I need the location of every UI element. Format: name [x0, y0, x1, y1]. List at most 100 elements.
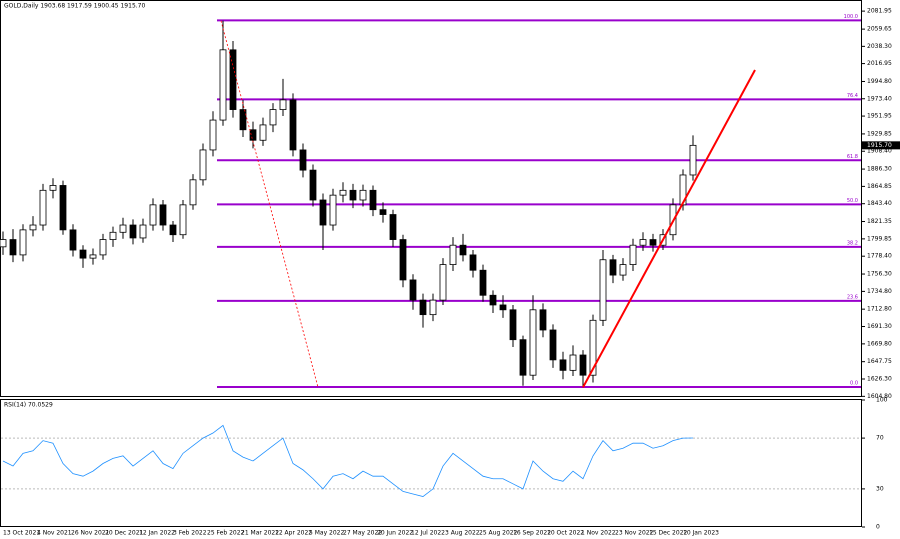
candle-body: [419, 299, 427, 316]
x-tick-label: 3 Feb 2022: [173, 530, 207, 537]
candle-body: [209, 119, 217, 151]
y-tick-label: 1647.75: [867, 358, 892, 365]
y-tick-label: 1973.40: [867, 95, 892, 102]
y-tick-label: 1843.40: [867, 200, 892, 207]
candle-body: [119, 224, 127, 233]
candle-body: [489, 294, 497, 306]
candle-body: [49, 185, 57, 191]
candle-body: [549, 329, 557, 361]
y-tick-label: 1994.80: [867, 78, 892, 85]
fib-label: 23.6: [847, 294, 858, 300]
x-tick-label: 10 Jan 2023: [683, 530, 719, 537]
x-tick-label: 26 Nov 2021: [71, 530, 110, 537]
x-tick-label: 12 Apr 2022: [275, 530, 312, 537]
candle-body: [689, 144, 697, 176]
candle-body: [619, 264, 627, 276]
x-tick-label: 21 Mar 2022: [241, 530, 279, 537]
fib-label: 0.0: [850, 380, 858, 386]
candle-body: [159, 204, 167, 226]
candle-body: [599, 259, 607, 321]
rsi-line: [2, 424, 694, 497]
x-tick-label: 12 Jan 2022: [139, 530, 175, 537]
fib-label: 100.0: [844, 14, 858, 20]
current-price-label: 1915.70: [867, 142, 892, 149]
y-tick-label: 0: [876, 524, 880, 531]
candle-body: [589, 319, 597, 376]
candle-body: [289, 99, 297, 151]
y-tick-label: 1799.85: [867, 235, 892, 242]
y-tick-label: 1626.30: [867, 375, 892, 382]
candle-body: [499, 304, 507, 311]
candle-body: [579, 354, 587, 376]
candle-body: [629, 244, 637, 265]
candle-body: [129, 224, 137, 239]
y-tick-label: 2081.95: [867, 8, 892, 15]
chart-title: GOLD,Daily 1903.68 1917.59 1900.45 1915.…: [4, 3, 145, 10]
candle-body: [59, 185, 67, 231]
candle-body: [179, 204, 187, 236]
candle-body: [269, 109, 277, 126]
x-tick-label: 25 Feb 2022: [207, 530, 245, 537]
candle-body: [319, 199, 327, 226]
x-tick-label: 20 Jun 2022: [377, 530, 413, 537]
y-tick-label: 1604.80: [867, 393, 892, 400]
fib-label: 50.0: [847, 198, 858, 204]
x-tick-label: 27 May 2022: [343, 530, 382, 537]
candle-body: [529, 309, 537, 376]
candle-body: [299, 149, 307, 171]
candle-body: [189, 179, 197, 206]
candle-body: [219, 49, 227, 121]
candle-body: [199, 149, 207, 181]
x-tick-label: 1 Nov 2022: [581, 530, 616, 537]
y-tick-label: 1669.80: [867, 340, 892, 347]
candle-body: [379, 209, 387, 215]
candle-body: [429, 299, 437, 316]
y-tick-label: 1712.80: [867, 306, 892, 313]
x-tick-label: 23 Nov 2022: [615, 530, 654, 537]
candle-body: [339, 189, 347, 196]
x-tick-label: 10 Oct 2022: [547, 530, 584, 537]
candle-body: [609, 259, 617, 276]
trendline: [582, 69, 756, 388]
candle-body: [29, 224, 37, 231]
candle-body: [569, 354, 577, 371]
y-tick-label: 1691.30: [867, 323, 892, 330]
y-tick-label: 100: [876, 397, 888, 404]
candle-body: [469, 254, 477, 271]
candle-body: [0, 239, 7, 248]
trendline: [220, 20, 319, 388]
y-tick-label: 1908.40: [867, 148, 892, 155]
candle-body: [229, 49, 237, 110]
candle-body: [239, 109, 247, 131]
candle-body: [249, 129, 257, 141]
candle-body: [279, 99, 287, 110]
y-tick-label: 2038.30: [867, 43, 892, 50]
fib-label: 38.2: [847, 240, 858, 246]
candle-body: [459, 244, 467, 256]
y-tick-label: 30: [876, 485, 884, 492]
candle-body: [149, 204, 157, 226]
x-tick-label: 16 Sep 2022: [513, 530, 551, 537]
fib-label: 76.4: [847, 93, 858, 99]
candle-body: [259, 124, 267, 141]
x-tick-label: 15 Dec 2022: [649, 530, 688, 537]
candle-body: [639, 239, 647, 246]
candle-body: [69, 229, 77, 251]
y-tick-label: 1864.85: [867, 183, 892, 190]
candle-body: [359, 189, 367, 201]
candle-body: [559, 359, 567, 371]
y-tick-label: 1951.95: [867, 113, 892, 120]
y-tick-label: 1821.35: [867, 218, 892, 225]
candle-body: [349, 189, 357, 201]
candle-body: [509, 309, 517, 341]
main-frame: [0, 0, 862, 397]
rsi-frame: [0, 399, 862, 527]
x-tick-label: 13 Oct 2021: [3, 530, 40, 537]
x-tick-label: 20 Dec 2021: [105, 530, 144, 537]
y-tick-label: 1734.80: [867, 288, 892, 295]
candle-body: [329, 194, 337, 226]
y-tick-label: 1756.30: [867, 271, 892, 278]
fib-label: 61.8: [847, 154, 858, 160]
y-tick-label: 2016.95: [867, 60, 892, 67]
